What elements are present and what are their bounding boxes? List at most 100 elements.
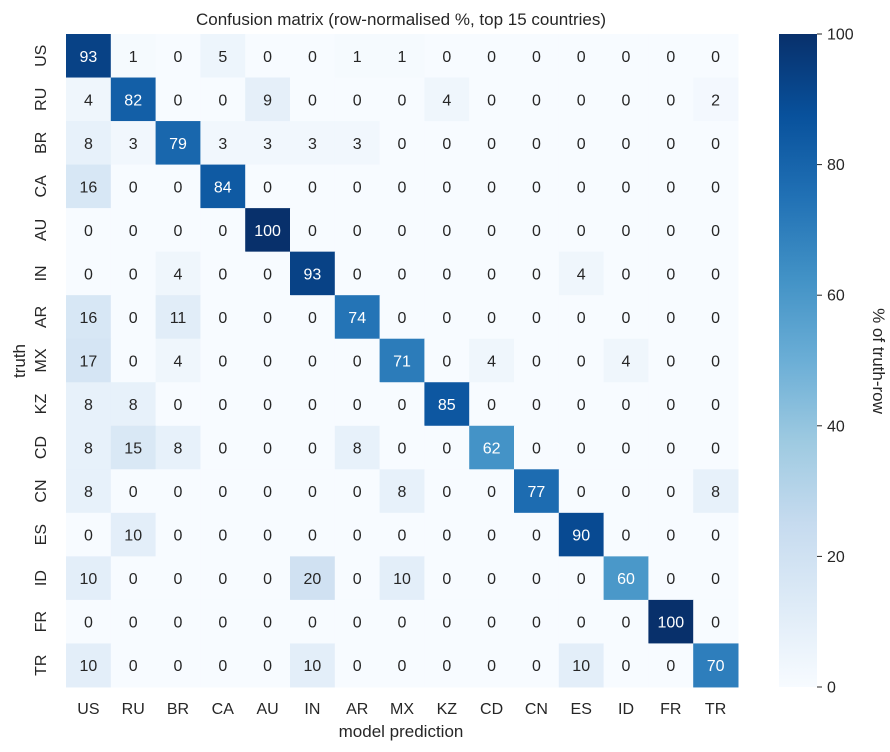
- heatmap-cell: [245, 469, 291, 514]
- heatmap-cell: [558, 556, 605, 601]
- heatmap-cell: [379, 512, 425, 557]
- colorbar-tick-label: 0: [827, 680, 836, 697]
- cell-value-label: 90: [572, 528, 590, 545]
- x-tick-label: ES: [571, 701, 592, 718]
- cell-value-label: 0: [398, 179, 407, 196]
- heatmap-cell: [648, 208, 694, 253]
- cell-value-label: 0: [532, 136, 541, 153]
- cell-value-label: 0: [442, 571, 451, 588]
- heatmap-cell: [66, 469, 112, 514]
- heatmap-cell: [334, 599, 381, 644]
- heatmap-cell: [334, 121, 381, 166]
- cell-value-label: 0: [666, 49, 675, 66]
- cell-value-label: 0: [487, 92, 496, 109]
- heatmap-cell: [110, 34, 157, 79]
- heatmap-cell: [424, 382, 470, 427]
- heatmap-cell: [110, 382, 157, 427]
- heatmap-cell: [66, 512, 112, 557]
- cell-value-label: 0: [532, 441, 541, 458]
- cell-value-label: 0: [622, 179, 631, 196]
- heatmap-cell: [693, 121, 739, 166]
- heatmap-cell: [110, 251, 157, 296]
- heatmap-cell: [558, 599, 605, 644]
- cell-value-label: 0: [398, 92, 407, 109]
- cell-value-label: 0: [487, 136, 496, 153]
- cell-value-label: 0: [622, 223, 631, 240]
- y-tick-label: CN: [33, 480, 50, 503]
- heatmap-cell: [603, 556, 649, 601]
- x-tick-label: US: [77, 701, 99, 718]
- heatmap-cell: [110, 469, 157, 514]
- heatmap-cell: [379, 34, 425, 79]
- cell-value-label: 11: [170, 310, 187, 327]
- x-tick-label: MX: [390, 701, 414, 718]
- heatmap-cell: [558, 512, 605, 557]
- heatmap-cell: [648, 251, 694, 296]
- heatmap-cell: [558, 425, 605, 470]
- cell-value-label: 0: [442, 179, 451, 196]
- cell-value-label: 0: [666, 223, 675, 240]
- y-tick-label: CA: [33, 175, 50, 198]
- y-tick-label: FR: [33, 611, 50, 632]
- cell-value-label: 3: [353, 136, 362, 153]
- cell-value-label: 0: [129, 615, 138, 632]
- heatmap-cell: [424, 512, 470, 557]
- heatmap-cell: [558, 77, 605, 122]
- cell-value-label: 0: [487, 266, 496, 283]
- heatmap-cell: [603, 643, 649, 688]
- heatmap-cell: [110, 599, 157, 644]
- cell-value-label: 0: [711, 441, 720, 458]
- heatmap-cell: [290, 643, 336, 688]
- heatmap-cell: [290, 382, 336, 427]
- cell-value-label: 0: [263, 397, 272, 414]
- cell-value-label: 10: [80, 571, 98, 588]
- heatmap-cell: [424, 425, 470, 470]
- x-tick-label: TR: [705, 701, 726, 718]
- cell-value-label: 0: [711, 223, 720, 240]
- cell-value-label: 20: [304, 571, 322, 588]
- heatmap-cell: [334, 469, 381, 514]
- heatmap-cell: [245, 77, 291, 122]
- heatmap-cell: [155, 512, 201, 557]
- heatmap-cell: [379, 251, 425, 296]
- heatmap-cell: [469, 469, 515, 514]
- heatmap-cell: [424, 295, 470, 340]
- heatmap-cell: [379, 121, 425, 166]
- cell-value-label: 0: [442, 223, 451, 240]
- cell-value-label: 0: [353, 397, 362, 414]
- cell-value-label: 0: [263, 571, 272, 588]
- cell-value-label: 0: [711, 179, 720, 196]
- heatmap-cell: [334, 382, 381, 427]
- heatmap-cell: [290, 425, 336, 470]
- heatmap-cell: [603, 469, 649, 514]
- heatmap-cell: [514, 338, 560, 383]
- heatmap-cell: [379, 556, 425, 601]
- heatmap-cell: [693, 556, 739, 601]
- y-tick-label: IN: [33, 265, 50, 281]
- heatmap-cell: [200, 34, 246, 79]
- y-tick-label: MX: [33, 348, 50, 372]
- heatmap-cell: [648, 34, 694, 79]
- heatmap-cell: [424, 77, 470, 122]
- heatmap-cell: [200, 469, 246, 514]
- heatmap-cell: [693, 208, 739, 253]
- cell-value-label: 0: [129, 310, 138, 327]
- cell-value-label: 0: [577, 615, 586, 632]
- cell-value-label: 0: [174, 658, 183, 675]
- cell-value-label: 8: [84, 484, 93, 501]
- heatmap-cell: [558, 643, 605, 688]
- cell-value-label: 0: [666, 92, 675, 109]
- cell-value-label: 0: [487, 528, 496, 545]
- x-tick-label: CN: [525, 701, 548, 718]
- heatmap-cell: [155, 425, 201, 470]
- cell-value-label: 0: [174, 223, 183, 240]
- y-tick-label: KZ: [33, 394, 50, 415]
- cell-value-label: 0: [666, 353, 675, 370]
- heatmap-cell: [603, 77, 649, 122]
- cell-value-label: 4: [577, 266, 586, 283]
- cell-value-label: 0: [577, 310, 586, 327]
- heatmap-cell: [334, 295, 381, 340]
- cell-value-label: 1: [129, 49, 138, 66]
- cell-value-label: 0: [174, 484, 183, 501]
